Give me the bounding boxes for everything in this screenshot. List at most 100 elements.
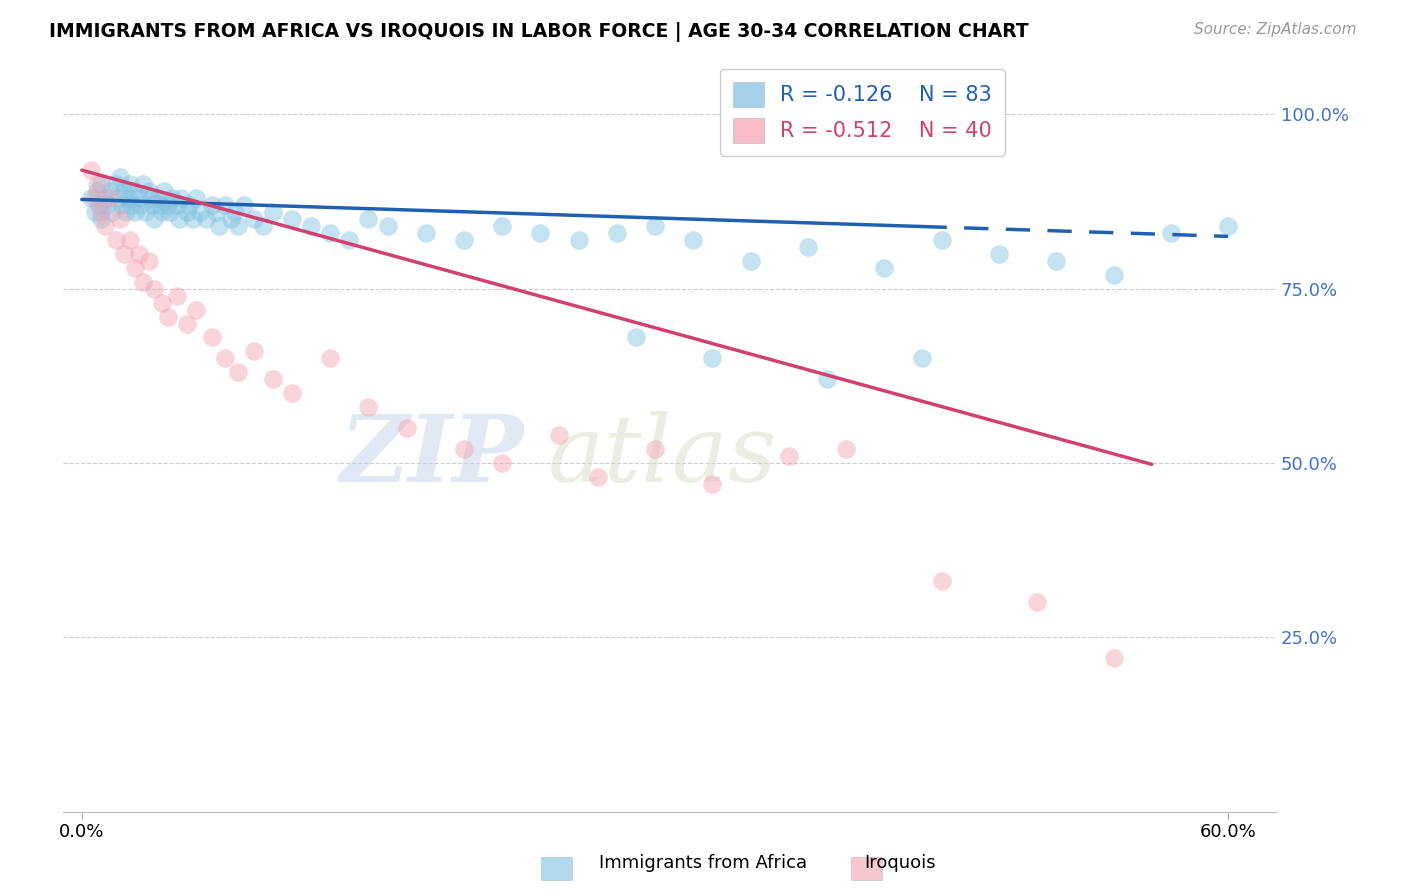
Point (129, 198, 152, 212)
Point (118, 177, 141, 191)
Point (167, 211, 190, 226)
Text: IMMIGRANTS FROM AFRICA VS IROQUOIS IN LABOR FORCE | AGE 30-34 CORRELATION CHART: IMMIGRANTS FROM AFRICA VS IROQUOIS IN LA… (49, 22, 1029, 42)
Point (357, 211, 380, 226)
Point (90, 205, 112, 219)
Point (148, 191, 170, 205)
Point (128, 247, 150, 261)
Point (150, 205, 173, 219)
Point (117, 191, 139, 205)
Point (176, 205, 198, 219)
Point (124, 205, 146, 219)
Point (778, 449, 800, 463)
Text: Source: ZipAtlas.com: Source: ZipAtlas.com (1194, 22, 1357, 37)
Point (166, 288, 188, 302)
Point (186, 302, 208, 317)
Point (80, 163, 103, 178)
Point (299, 219, 322, 233)
Point (214, 198, 236, 212)
Point (453, 233, 475, 247)
Point (100, 184, 122, 198)
Point (181, 211, 204, 226)
Point (195, 211, 218, 226)
Point (644, 219, 666, 233)
Point (586, 470, 609, 484)
Point (491, 456, 513, 470)
Text: ZIP: ZIP (339, 411, 524, 501)
Point (911, 351, 934, 366)
Point (188, 205, 211, 219)
Point (1102, 268, 1125, 282)
Point (93, 191, 115, 205)
Point (491, 219, 513, 233)
Point (204, 205, 226, 219)
Point (134, 205, 156, 219)
Point (107, 191, 129, 205)
Point (873, 260, 896, 275)
Point (156, 310, 179, 324)
Point (138, 184, 160, 198)
Text: Iroquois: Iroquois (865, 855, 935, 872)
Point (281, 386, 304, 401)
Point (101, 205, 124, 219)
Point (281, 211, 304, 226)
Legend: R = -0.126    N = 83, R = -0.512    N = 40: R = -0.126 N = 83, R = -0.512 N = 40 (720, 70, 1005, 155)
Point (159, 205, 181, 219)
Point (100, 191, 122, 205)
Point (160, 191, 183, 205)
Point (111, 198, 134, 212)
Text: atlas: atlas (548, 411, 778, 501)
Point (337, 233, 360, 247)
Point (835, 442, 858, 456)
Point (90, 211, 112, 226)
Point (252, 219, 274, 233)
Point (453, 442, 475, 456)
Point (1045, 253, 1067, 268)
Point (644, 442, 666, 456)
Point (177, 198, 200, 212)
Point (170, 191, 193, 205)
Point (702, 476, 724, 491)
Point (262, 205, 284, 219)
Point (1102, 651, 1125, 665)
Point (149, 198, 172, 212)
Point (108, 211, 131, 226)
Point (122, 184, 145, 198)
Point (86, 184, 108, 198)
Point (176, 317, 198, 331)
Point (124, 260, 146, 275)
Point (415, 226, 437, 240)
Point (208, 219, 231, 233)
Point (105, 177, 128, 191)
Point (228, 219, 250, 233)
Point (214, 351, 236, 366)
Point (143, 211, 166, 226)
Point (319, 226, 342, 240)
Point (90, 177, 112, 191)
Point (118, 233, 141, 247)
Point (150, 295, 173, 310)
Point (86, 177, 108, 191)
Point (233, 198, 256, 212)
Point (377, 219, 399, 233)
Point (139, 191, 162, 205)
Point (357, 400, 380, 414)
Point (201, 198, 224, 212)
Point (1218, 219, 1240, 233)
Point (166, 198, 188, 212)
Point (156, 198, 179, 212)
Point (682, 233, 704, 247)
Point (606, 226, 628, 240)
Point (112, 184, 135, 198)
Point (84, 205, 107, 219)
Point (815, 372, 838, 386)
Point (624, 330, 647, 344)
Point (114, 205, 136, 219)
Point (141, 198, 163, 212)
Point (96, 198, 118, 212)
Point (132, 275, 155, 289)
Point (87, 198, 110, 212)
Point (931, 233, 953, 247)
Point (529, 226, 551, 240)
Point (105, 233, 128, 247)
Point (219, 211, 242, 226)
